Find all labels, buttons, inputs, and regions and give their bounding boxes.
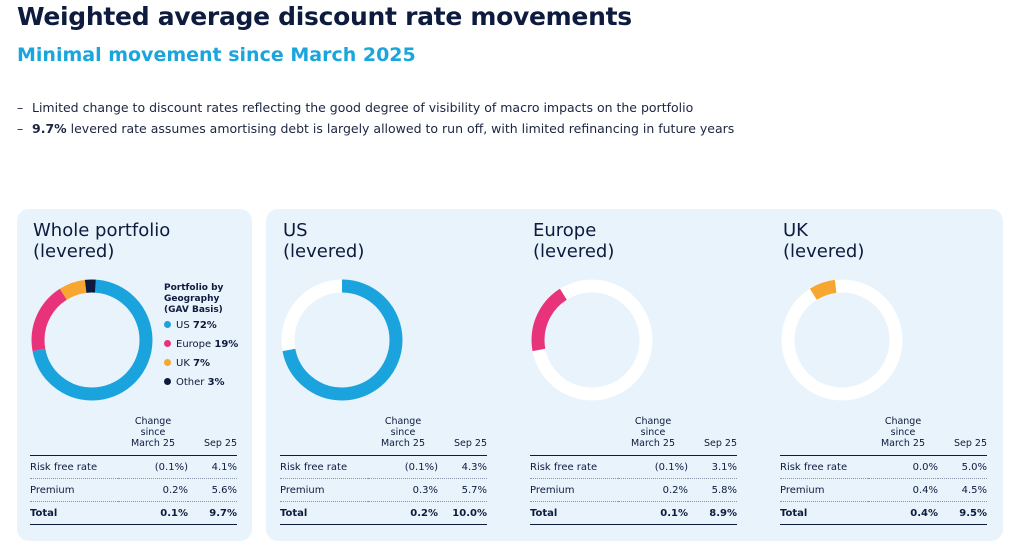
card-us: US (levered) Change since March 25 Sep 25 … <box>267 209 502 541</box>
header-change: Change since March 25 <box>118 416 188 456</box>
donut-chart-uk <box>781 279 903 401</box>
header-change: Change since March 25 <box>618 416 688 456</box>
card-title: US (levered) <box>283 220 365 262</box>
table-row-total: Total 0.4% 9.5% <box>780 501 987 525</box>
donut-chart-us <box>281 279 403 401</box>
donut-track <box>781 279 903 401</box>
donut-chart-europe <box>531 279 653 401</box>
legend-dot-uk <box>164 359 171 366</box>
header-change: Change since March 25 <box>368 416 438 456</box>
bullet-list: – Limited change to discount rates reflec… <box>17 97 734 139</box>
header-sep: Sep 25 <box>188 416 237 456</box>
table-row: Risk free rate (0.1%) 4.3% <box>280 455 487 479</box>
legend-item-other: Other 3% <box>164 373 238 392</box>
page-title: Weighted average discount rate movements <box>17 2 632 31</box>
chart-legend: Portfolio by Geography (GAV Basis) US 72… <box>164 283 238 392</box>
card-whole-portfolio: Whole portfolio (levered) Portfolio by G… <box>17 209 252 541</box>
table-row-total: Total 0.1% 8.9% <box>530 501 737 525</box>
table-row-total: Total 0.1% 9.7% <box>30 501 237 525</box>
header-change: Change since March 25 <box>868 416 938 456</box>
donut-chart-whole-portfolio <box>31 279 153 401</box>
legend-item-uk: UK 7% <box>164 354 238 373</box>
card-title: UK (levered) <box>783 220 865 262</box>
table-row: Premium 0.2% 5.6% <box>30 478 237 502</box>
bullet-highlight: 9.7% <box>32 121 67 136</box>
bullet-item: – Limited change to discount rates reflec… <box>17 100 694 115</box>
card-title: Whole portfolio (levered) <box>33 220 171 262</box>
card-uk: UK (levered) Change since March 25 Sep 25 … <box>767 209 1002 541</box>
rate-table: Change since March 25 Sep 25 Risk free rat… <box>530 416 737 525</box>
rate-table: Change since March 25 Sep 25 Risk free rat… <box>780 416 987 525</box>
header-sep: Sep 25 <box>438 416 487 456</box>
legend-title: Portfolio by Geography (GAV Basis) <box>164 283 224 315</box>
legend-item-europe: Europe 19% <box>164 335 238 354</box>
donut-slice-us <box>281 279 403 401</box>
rate-table: Change since March 25 Sep 25 Risk free rat… <box>30 416 237 525</box>
rate-table: Change since March 25 Sep 25 Risk free rat… <box>280 416 487 525</box>
legend-dot-other <box>164 378 171 385</box>
table-row: Risk free rate 0.0% 5.0% <box>780 455 987 479</box>
legend-dot-europe <box>164 340 171 347</box>
header-sep: Sep 25 <box>688 416 737 456</box>
table-row: Premium 0.2% 5.8% <box>530 478 737 502</box>
table-row: Premium 0.3% 5.7% <box>280 478 487 502</box>
card-title: Europe (levered) <box>533 220 615 262</box>
table-row: Risk free rate (0.1%) 3.1% <box>530 455 737 479</box>
legend-item-us: US 72% <box>164 316 238 335</box>
table-row: Premium 0.4% 4.5% <box>780 478 987 502</box>
header-sep: Sep 25 <box>938 416 987 456</box>
bullet-item: –9.7% levered rate assumes amortising de… <box>17 121 735 136</box>
table-row-total: Total 0.2% 10.0% <box>280 501 487 525</box>
legend-dot-us <box>164 321 171 328</box>
donut-slice-europe <box>531 279 653 401</box>
page-subtitle: Minimal movement since March 2025 <box>17 44 416 66</box>
donut-slice-other <box>31 279 153 401</box>
donut-slice-europe <box>31 279 153 401</box>
card-europe: Europe (levered) Change since March 25 Sep… <box>517 209 752 541</box>
table-row: Risk free rate (0.1%) 4.1% <box>30 455 237 479</box>
